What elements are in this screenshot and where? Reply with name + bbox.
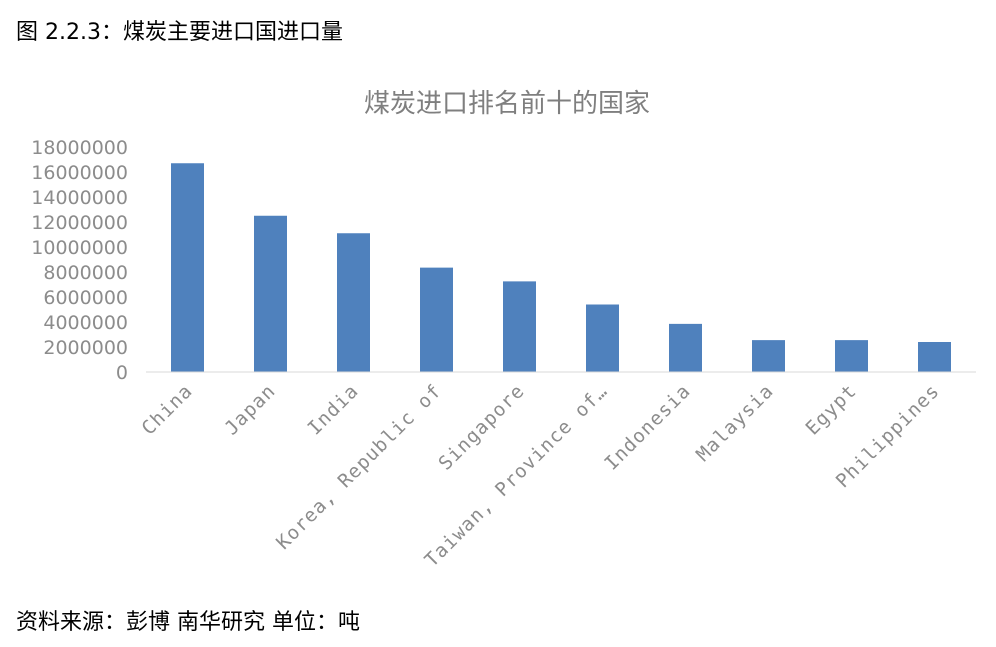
x-tick-label: Japan xyxy=(220,380,280,440)
bar xyxy=(171,163,204,372)
y-tick-label: 10000000 xyxy=(31,237,128,259)
y-tick-label: 12000000 xyxy=(31,212,128,234)
y-tick-label: 8000000 xyxy=(43,262,128,284)
x-tick-label: Egypt xyxy=(801,380,861,440)
y-tick-label: 18000000 xyxy=(31,137,128,159)
y-tick-label: 14000000 xyxy=(31,187,128,209)
x-tick-label: Taiwan, Province of… xyxy=(421,380,612,571)
x-tick-label: Korea, Republic of xyxy=(272,380,446,554)
bar xyxy=(586,304,619,372)
y-tick-label: 6000000 xyxy=(43,287,128,309)
bar xyxy=(420,267,453,372)
y-tick-label: 2000000 xyxy=(43,337,128,359)
bar xyxy=(669,323,702,372)
chart-title: 煤炭进口排名前十的国家 xyxy=(364,89,650,119)
x-tick-label: India xyxy=(303,380,363,440)
x-tick-label: China xyxy=(137,380,197,440)
bar xyxy=(918,342,951,372)
x-tick-label: Indonesia xyxy=(600,380,695,475)
bar xyxy=(752,340,785,372)
x-tick-label: Malaysia xyxy=(692,380,778,466)
bar xyxy=(337,233,370,372)
source-note: 资料来源：彭博 南华研究 单位：吨 xyxy=(16,610,360,635)
y-axis-ticks: 0 2000000 4000000 6000000 8000000 10000000 120… xyxy=(31,137,128,384)
figure-caption: 图 2.2.3：煤炭主要进口国进口量 xyxy=(16,20,343,45)
y-tick-label: 4000000 xyxy=(43,312,128,334)
y-tick-label: 0 xyxy=(116,362,128,384)
bar xyxy=(254,215,287,372)
bar-chart: 煤炭进口排名前十的国家 0 2000000 4000000 6000000 800000… xyxy=(31,89,976,571)
bar xyxy=(503,281,536,372)
y-tick-label: 16000000 xyxy=(31,162,128,184)
bars xyxy=(171,163,951,372)
bar xyxy=(835,340,868,372)
